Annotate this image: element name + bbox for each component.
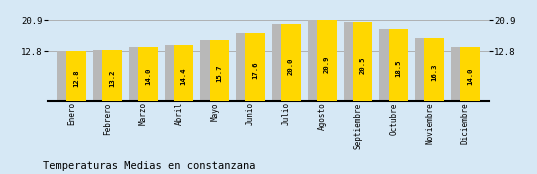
Bar (138, 47, 158, 101)
Bar (272, 24, 292, 101)
Bar (57, 52, 77, 101)
Text: Temperaturas Medias en constanzana: Temperaturas Medias en constanzana (43, 161, 256, 171)
Bar (389, 29, 408, 101)
Bar (415, 38, 435, 101)
Text: 20.9: 20.9 (324, 56, 330, 73)
Bar (245, 33, 265, 101)
Bar (102, 50, 122, 101)
Text: 12.8: 12.8 (73, 70, 79, 87)
Bar (67, 52, 86, 101)
Text: 17.6: 17.6 (252, 62, 258, 79)
Bar (317, 20, 337, 101)
Text: 13.2: 13.2 (109, 69, 115, 87)
Text: 16.3: 16.3 (431, 64, 437, 81)
Text: 14.4: 14.4 (180, 67, 187, 85)
Bar (129, 47, 148, 101)
Bar (174, 45, 193, 101)
Text: 15.7: 15.7 (216, 65, 222, 82)
Bar (236, 33, 256, 101)
Bar (451, 47, 470, 101)
Bar (200, 40, 220, 101)
Bar (281, 24, 301, 101)
Bar (93, 50, 113, 101)
Bar (353, 22, 373, 101)
Bar (424, 38, 444, 101)
Text: 20.0: 20.0 (288, 57, 294, 75)
Text: 18.5: 18.5 (395, 60, 402, 77)
Bar (460, 47, 480, 101)
Text: 14.0: 14.0 (145, 68, 151, 85)
Bar (209, 40, 229, 101)
Bar (379, 29, 399, 101)
Bar (164, 45, 184, 101)
Text: 20.5: 20.5 (360, 57, 366, 74)
Bar (344, 22, 363, 101)
Text: 14.0: 14.0 (467, 68, 473, 85)
Bar (308, 20, 328, 101)
